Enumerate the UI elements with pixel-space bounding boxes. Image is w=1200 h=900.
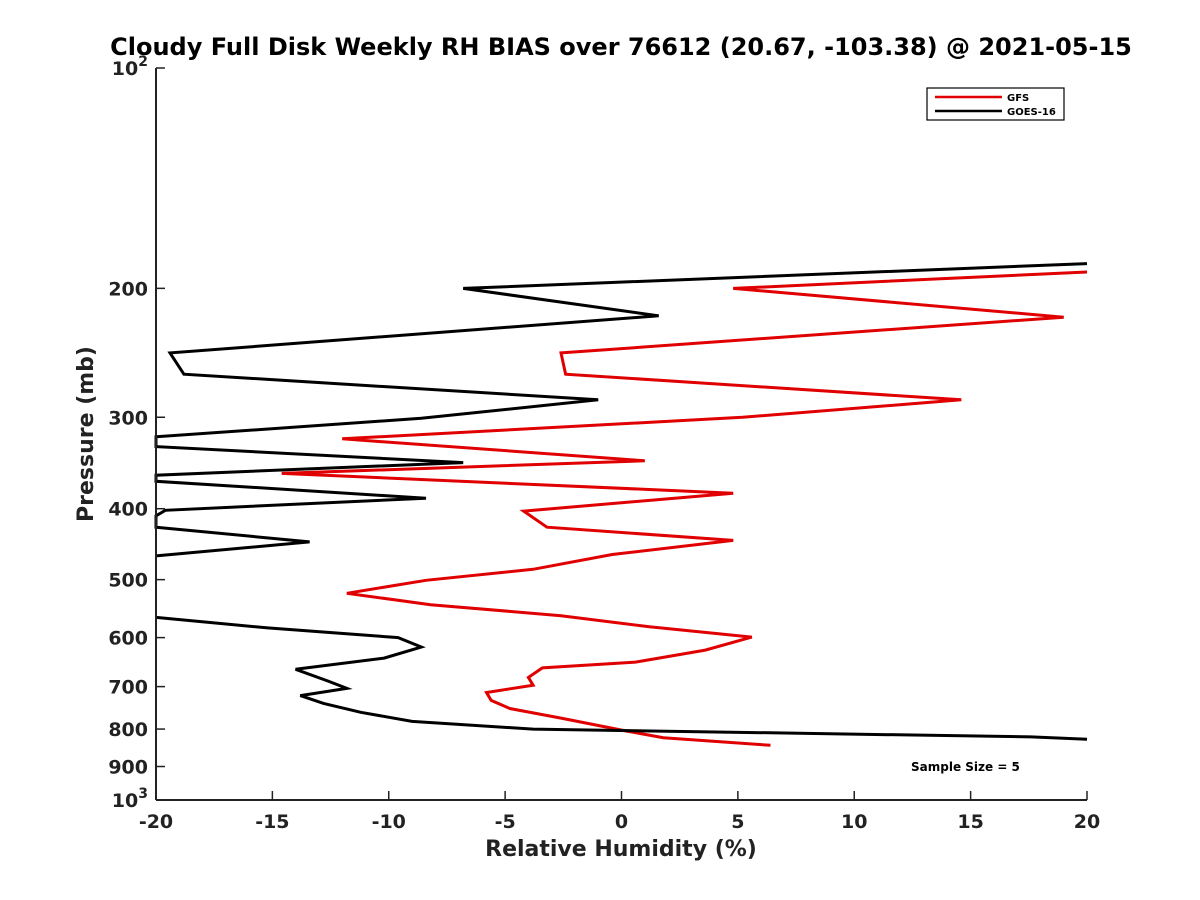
x-tick-label: 15 xyxy=(957,811,983,833)
y-tick-label: 800 xyxy=(108,719,148,741)
legend: GFS GOES-16 xyxy=(926,87,1065,121)
chart-title: Cloudy Full Disk Weekly RH BIAS over 766… xyxy=(110,33,1132,61)
legend-box xyxy=(926,87,1065,121)
y-tick-label: 600 xyxy=(108,628,148,650)
x-tick-label: 5 xyxy=(731,811,744,833)
y-tick-label: 700 xyxy=(108,677,148,699)
y-tick-label: 900 xyxy=(108,757,148,779)
x-tick-label: -15 xyxy=(255,811,289,833)
y-tick-label: 102 xyxy=(112,54,148,80)
legend-label-gfs: GFS xyxy=(1007,93,1029,104)
x-tick-label: 10 xyxy=(841,811,867,833)
legend-label-goes-16: GOES-16 xyxy=(1007,107,1056,118)
x-axis-label: Relative Humidity (%) xyxy=(485,837,757,862)
x-tick-label: -5 xyxy=(495,811,516,833)
y-tick-label: 300 xyxy=(108,407,148,429)
y-tick-label: 103 xyxy=(112,786,148,812)
x-tick-label: -10 xyxy=(372,811,406,833)
y-axis-label: Pressure (mb) xyxy=(74,346,99,522)
y-tick-label: 400 xyxy=(108,499,148,521)
series-line-gfs-0 xyxy=(281,270,1088,747)
x-tick-label: -20 xyxy=(139,811,173,833)
plot-lines xyxy=(154,262,1088,747)
sample-size-annotation: Sample Size = 5 xyxy=(911,760,1020,774)
x-tick-label: 0 xyxy=(615,811,628,833)
y-tick-label: 500 xyxy=(108,570,148,592)
series-line-goes-16-1 xyxy=(155,615,1088,741)
y-ticks: 102 200 300 400 500 600 700 800 900 103 xyxy=(108,54,165,812)
x-tick-label: 20 xyxy=(1074,811,1100,833)
y-tick-label: 200 xyxy=(108,278,148,300)
x-ticks: -20 -15 -10 -5 0 5 10 15 20 xyxy=(139,791,1100,833)
